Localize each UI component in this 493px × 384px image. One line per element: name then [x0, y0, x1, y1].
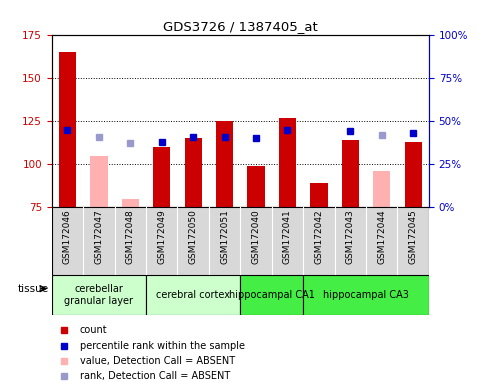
- Text: value, Detection Call = ABSENT: value, Detection Call = ABSENT: [80, 356, 235, 366]
- Text: cerebral cortex: cerebral cortex: [156, 290, 230, 300]
- Bar: [216, 121, 233, 207]
- Text: GSM172045: GSM172045: [409, 209, 418, 264]
- Text: GSM172043: GSM172043: [346, 209, 355, 264]
- Text: tissue: tissue: [18, 284, 49, 294]
- Text: rank, Detection Call = ABSENT: rank, Detection Call = ABSENT: [80, 371, 230, 381]
- Bar: [90, 156, 107, 207]
- Bar: [303, 275, 429, 315]
- Text: GSM172042: GSM172042: [315, 209, 323, 264]
- Bar: [184, 138, 202, 207]
- Bar: [310, 183, 327, 207]
- Text: percentile rank within the sample: percentile rank within the sample: [80, 341, 245, 351]
- Text: GSM172048: GSM172048: [126, 209, 135, 264]
- Bar: [241, 275, 303, 315]
- Bar: [52, 275, 146, 315]
- Text: cerebellar
granular layer: cerebellar granular layer: [65, 284, 134, 306]
- Bar: [146, 275, 241, 315]
- Text: hippocampal CA3: hippocampal CA3: [323, 290, 409, 300]
- Bar: [405, 142, 422, 207]
- Bar: [247, 166, 265, 207]
- Bar: [279, 118, 296, 207]
- Bar: [59, 52, 76, 207]
- Text: GSM172046: GSM172046: [63, 209, 72, 264]
- Bar: [342, 140, 359, 207]
- Text: GSM172049: GSM172049: [157, 209, 166, 264]
- Text: GSM172050: GSM172050: [189, 209, 198, 264]
- Bar: [373, 171, 390, 207]
- Text: GSM172047: GSM172047: [94, 209, 104, 264]
- Text: GSM172044: GSM172044: [377, 209, 387, 264]
- Text: GSM172051: GSM172051: [220, 209, 229, 264]
- Text: GSM172041: GSM172041: [283, 209, 292, 264]
- Title: GDS3726 / 1387405_at: GDS3726 / 1387405_at: [163, 20, 317, 33]
- Text: count: count: [80, 325, 107, 335]
- Text: GSM172040: GSM172040: [251, 209, 261, 264]
- Bar: [122, 199, 139, 207]
- Text: hippocampal CA1: hippocampal CA1: [229, 290, 315, 300]
- Bar: [153, 147, 171, 207]
